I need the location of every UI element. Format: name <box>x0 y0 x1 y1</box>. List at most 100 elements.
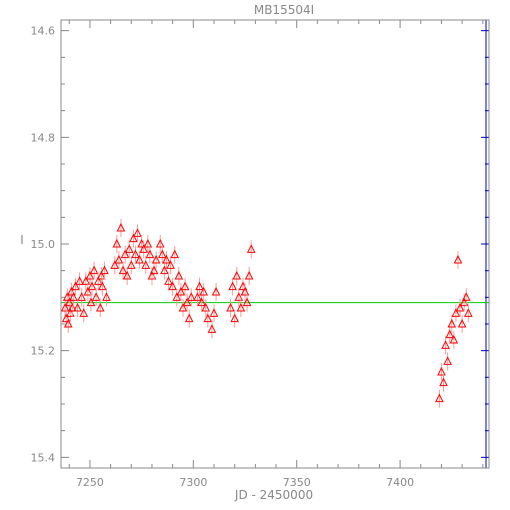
triangle-marker <box>184 313 194 323</box>
triangle-marker <box>230 313 239 323</box>
triangle-marker <box>451 308 461 317</box>
data-point <box>207 320 217 339</box>
triangle-marker <box>447 318 457 328</box>
triangle-marker <box>97 270 106 280</box>
data-point <box>246 240 256 259</box>
triangle-marker <box>75 276 84 285</box>
triangle-marker <box>455 302 465 312</box>
data-point <box>172 288 182 307</box>
data-point <box>228 277 237 296</box>
data-point <box>186 288 196 307</box>
triangle-marker <box>435 393 444 403</box>
triangle-marker <box>93 276 103 285</box>
data-point <box>176 283 186 301</box>
data-point <box>85 267 95 285</box>
data-point <box>93 272 103 291</box>
data-point <box>102 288 111 307</box>
triangle-marker <box>162 254 171 264</box>
triangle-marker <box>445 329 455 339</box>
data-point <box>457 315 467 333</box>
data-point <box>203 309 213 328</box>
x-tick-label: 7250 <box>76 476 104 489</box>
y-axis-label: I <box>20 233 24 247</box>
triangle-marker <box>77 292 86 301</box>
data-point <box>230 309 239 328</box>
data-point <box>168 277 177 296</box>
data-point <box>178 299 188 317</box>
data-point <box>114 251 124 269</box>
triangle-marker <box>174 270 184 280</box>
data-point <box>68 299 77 317</box>
data-point <box>160 261 169 280</box>
data-point <box>91 288 101 307</box>
triangle-marker <box>164 276 173 285</box>
triangle-marker <box>160 265 169 275</box>
data-point <box>162 251 171 269</box>
triangle-marker <box>457 318 467 328</box>
triangle-marker <box>73 302 82 312</box>
data-point <box>199 283 208 301</box>
data-point <box>166 256 175 275</box>
data-point <box>133 224 142 243</box>
y-tick-label: 14.8 <box>31 131 56 144</box>
triangle-marker <box>201 302 211 312</box>
triangle-marker <box>83 286 93 296</box>
triangle-marker <box>197 297 206 307</box>
triangle-marker <box>209 308 219 317</box>
data-point <box>451 304 461 323</box>
data-point <box>77 288 86 307</box>
data-point <box>131 245 140 264</box>
data-point <box>193 288 202 307</box>
triangle-marker <box>98 281 107 291</box>
triangle-marker <box>166 260 175 269</box>
data-point <box>226 299 235 317</box>
data-point <box>139 240 149 259</box>
triangle-marker <box>195 281 204 291</box>
triangle-marker <box>145 249 155 259</box>
triangle-marker <box>126 260 136 269</box>
triangle-marker <box>124 244 134 253</box>
data-point <box>449 331 459 349</box>
triangle-marker <box>464 308 473 317</box>
data-point <box>87 277 97 296</box>
triangle-marker <box>170 249 180 259</box>
data-point <box>209 304 219 323</box>
data-point <box>69 288 78 307</box>
triangle-marker <box>232 270 242 280</box>
triangle-marker <box>129 233 138 243</box>
data-point <box>135 251 144 269</box>
triangle-marker <box>461 292 471 301</box>
triangle-marker <box>133 228 142 237</box>
data-point <box>437 363 446 381</box>
triangle-marker <box>112 238 122 248</box>
data-point <box>124 240 134 259</box>
y-tick-label: 15.4 <box>31 451 56 464</box>
triangle-marker <box>439 377 448 387</box>
plot-frame <box>60 19 490 469</box>
data-point <box>64 293 74 312</box>
triangle-marker <box>118 265 128 275</box>
data-point <box>60 299 70 317</box>
triangle-marker <box>120 249 130 259</box>
triangle-marker <box>246 244 256 253</box>
data-point <box>180 277 190 296</box>
data-point <box>240 283 250 301</box>
data-point <box>461 288 471 307</box>
triangle-marker <box>149 265 159 275</box>
triangle-marker <box>110 260 120 269</box>
data-point <box>151 251 161 269</box>
data-point <box>195 277 204 296</box>
triangle-marker <box>135 254 144 264</box>
triangle-marker <box>143 238 153 248</box>
data-point <box>244 267 254 285</box>
triangle-marker <box>102 292 111 301</box>
triangle-marker <box>234 292 244 301</box>
triangle-marker <box>441 340 450 349</box>
triangle-marker <box>199 286 208 296</box>
data-point <box>141 256 151 275</box>
triangle-marker <box>87 281 97 291</box>
data-point <box>129 229 138 248</box>
triangle-marker <box>141 260 151 269</box>
triangle-marker <box>203 313 213 323</box>
